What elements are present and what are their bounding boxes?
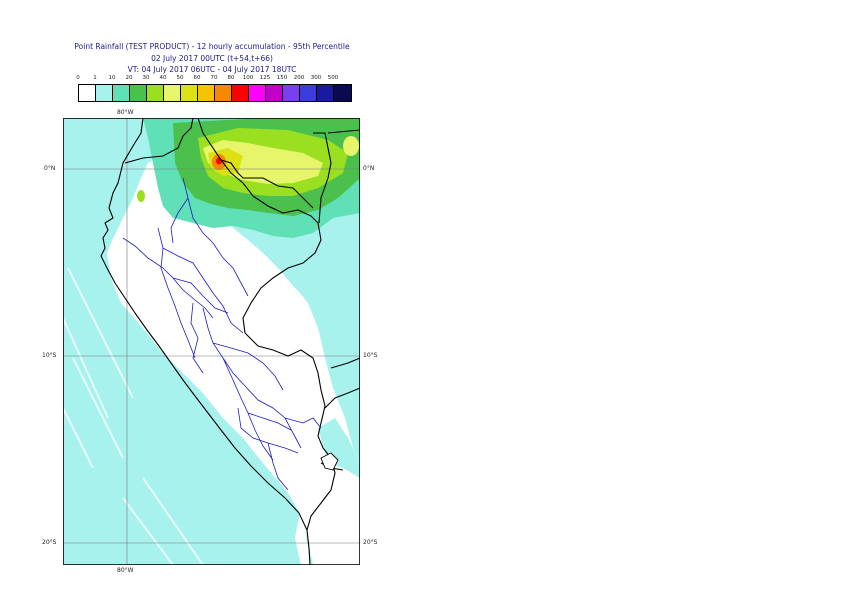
rainfall-patch-ne bbox=[343, 136, 359, 156]
legend-swatch bbox=[96, 85, 113, 101]
rainfall-patch-east bbox=[288, 258, 360, 448]
color-legend bbox=[78, 84, 352, 102]
region-borders bbox=[122, 177, 322, 491]
legend-tick-label: 20 bbox=[125, 75, 133, 81]
legend-swatch bbox=[266, 85, 283, 101]
legend-tick-label: 0 bbox=[76, 75, 80, 81]
lat-label-0n-right: 0°N bbox=[363, 165, 375, 172]
legend-tick-label: 150 bbox=[276, 75, 288, 81]
lat-label-10s-right: 10°S bbox=[363, 352, 378, 359]
legend-swatch bbox=[215, 85, 232, 101]
legend-tick-label: 70 bbox=[210, 75, 218, 81]
legend-tick-label: 200 bbox=[293, 75, 305, 81]
legend-tick-label: 60 bbox=[193, 75, 201, 81]
legend-swatch bbox=[113, 85, 130, 101]
rainfall-map bbox=[63, 118, 360, 565]
legend-tick-label: 80 bbox=[227, 75, 235, 81]
legend-swatch bbox=[334, 85, 351, 101]
legend-swatch bbox=[249, 85, 266, 101]
lon-label-top: 80°W bbox=[117, 109, 134, 116]
legend-swatch bbox=[317, 85, 334, 101]
legend-swatch bbox=[198, 85, 215, 101]
lat-label-20s-right: 20°S bbox=[363, 539, 378, 546]
legend-swatch bbox=[130, 85, 147, 101]
legend-swatch bbox=[232, 85, 249, 101]
legend-tick-label: 50 bbox=[176, 75, 184, 81]
lon-label-bottom: 80°W bbox=[117, 567, 134, 574]
offshore-streaks bbox=[63, 267, 204, 565]
legend-swatch bbox=[79, 85, 96, 101]
legend-tick-label: 100 bbox=[242, 75, 254, 81]
legend-swatch bbox=[300, 85, 317, 101]
international-border bbox=[124, 118, 360, 531]
legend-tick-label: 500 bbox=[327, 75, 339, 81]
legend-swatch bbox=[283, 85, 300, 101]
title-line-3: VT: 04 July 2017 06UTC - 04 July 2017 18… bbox=[127, 65, 297, 74]
legend-tick-label: 125 bbox=[259, 75, 271, 81]
coastline bbox=[100, 118, 311, 565]
lat-label-10s-left: 10°S bbox=[42, 352, 57, 359]
legend-swatch bbox=[181, 85, 198, 101]
rainfall-patch-nw bbox=[137, 190, 145, 202]
lake-titicaca bbox=[320, 452, 339, 471]
legend-tick-label: 300 bbox=[310, 75, 322, 81]
legend-swatch bbox=[164, 85, 181, 101]
lat-label-0n-left: 0°N bbox=[44, 165, 56, 172]
map-frame bbox=[63, 118, 360, 565]
title-line-2: 02 July 2017 00UTC (t+54,t+66) bbox=[151, 54, 273, 63]
legend-tick-labels: 0 1 10 20 30 40 50 60 70 80 100 125 150 200 300 500 bbox=[70, 75, 360, 85]
title-line-1: Point Rainfall (TEST PRODUCT) - 12 hourl… bbox=[74, 42, 350, 51]
legend-swatch bbox=[147, 85, 164, 101]
legend-tick-label: 30 bbox=[142, 75, 150, 81]
dry-land-area bbox=[118, 218, 341, 565]
legend-tick-label: 10 bbox=[108, 75, 116, 81]
lat-label-20s-left: 20°S bbox=[42, 539, 57, 546]
legend-tick-label: 40 bbox=[159, 75, 167, 81]
legend-tick-label: 1 bbox=[93, 75, 97, 81]
